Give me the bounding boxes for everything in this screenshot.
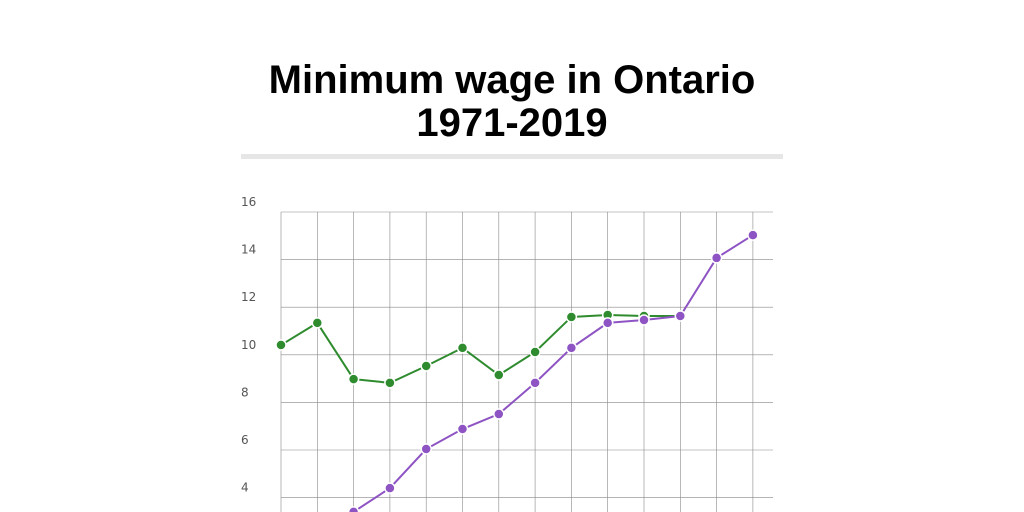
data-point: [384, 482, 396, 494]
title-divider: [241, 154, 783, 159]
data-point: [420, 360, 432, 372]
data-point: [529, 377, 541, 389]
data-point: [456, 423, 469, 435]
y-tick-label: 16: [241, 195, 256, 209]
data-point: [638, 314, 650, 326]
data-point: [565, 311, 578, 323]
series-line: [280, 314, 681, 384]
series-line: [353, 234, 754, 512]
data-point: [275, 339, 287, 351]
chart-title: Minimum wage in Ontario: [269, 58, 756, 102]
y-tick-label: 12: [241, 290, 256, 304]
data-point: [347, 506, 360, 512]
y-tick-label: 6: [241, 433, 249, 447]
y-tick-label: 8: [241, 385, 249, 399]
data-point: [493, 408, 505, 420]
data-point: [601, 317, 614, 329]
data-point: [529, 346, 541, 358]
data-point: [565, 342, 578, 354]
data-point: [347, 373, 360, 385]
data-point: [710, 252, 723, 264]
y-tick-label: 4: [241, 481, 249, 495]
data-point: [384, 377, 396, 389]
data-point: [456, 342, 469, 354]
data-point: [420, 443, 432, 455]
data-point: [747, 229, 759, 241]
y-tick-label: 14: [241, 243, 256, 257]
chart-title: 1971-2019: [416, 101, 607, 145]
y-tick-label: 10: [241, 338, 256, 352]
data-point: [311, 317, 324, 329]
data-point: [493, 369, 505, 381]
data-point: [674, 310, 687, 322]
